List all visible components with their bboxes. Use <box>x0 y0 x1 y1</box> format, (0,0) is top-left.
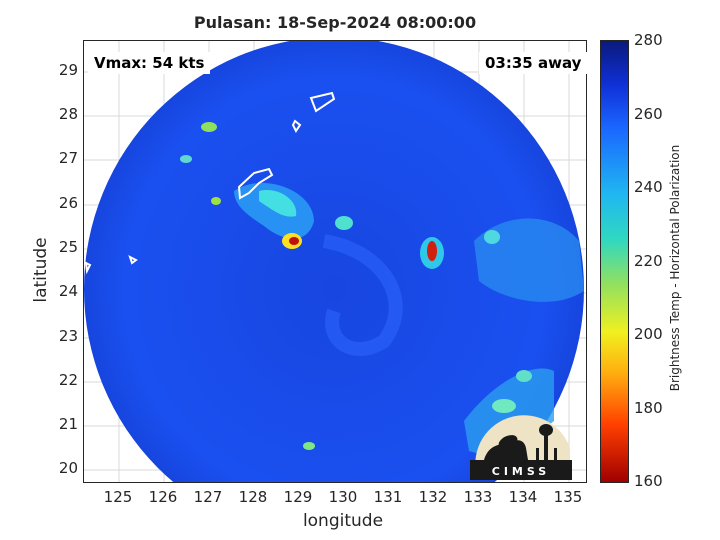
logo-text: CIMSS <box>492 465 550 478</box>
colorbar-label: Brightness Temp - Horizontal Polarizatio… <box>668 144 682 392</box>
colorbar-tick: 200 <box>634 325 663 343</box>
y-tick-label: 21 <box>58 415 78 433</box>
colorbar <box>600 40 629 483</box>
x-tick-label: 131 <box>373 488 403 506</box>
y-tick-label: 28 <box>58 105 78 123</box>
colorbar-tick: 240 <box>634 178 663 196</box>
y-tick-label: 20 <box>58 459 78 477</box>
y-tick-label: 26 <box>58 194 78 212</box>
y-tick-label: 25 <box>58 238 78 256</box>
x-tick-label: 126 <box>148 488 178 506</box>
colorbar-tick: 220 <box>634 252 663 270</box>
colorbar-tick: 280 <box>634 31 663 49</box>
y-tick-label: 24 <box>58 282 78 300</box>
x-tick-label: 132 <box>418 488 448 506</box>
y-tick-label: 22 <box>58 371 78 389</box>
x-tick-label: 127 <box>193 488 223 506</box>
swath-disk <box>84 41 584 482</box>
time-away-label: 03:35 away <box>479 52 588 74</box>
colorbar-tick: 260 <box>634 105 663 123</box>
cimss-logo: CIMSS <box>470 415 572 480</box>
y-tick-label: 27 <box>58 149 78 167</box>
colorbar-tick: 180 <box>634 399 663 417</box>
x-axis-label: longitude <box>302 511 384 531</box>
vmax-label: Vmax: 54 kts <box>88 52 211 74</box>
map-panel[interactable] <box>83 40 587 483</box>
island-outlines <box>84 91 336 275</box>
x-tick-label: 125 <box>103 488 133 506</box>
y-axis-label: latitude <box>31 237 51 303</box>
x-tick-label: 128 <box>238 488 268 506</box>
x-tick-label: 133 <box>463 488 493 506</box>
x-tick-label: 129 <box>283 488 313 506</box>
map-title: Pulasan: 18-Sep-2024 08:00:00 <box>193 13 477 32</box>
x-tick-label: 134 <box>508 488 538 506</box>
y-tick-label: 29 <box>58 61 78 79</box>
x-tick-label: 130 <box>328 488 358 506</box>
y-tick-label: 23 <box>58 327 78 345</box>
colorbar-tick: 160 <box>634 472 663 490</box>
x-tick-label: 135 <box>553 488 583 506</box>
swath-image <box>84 41 586 482</box>
